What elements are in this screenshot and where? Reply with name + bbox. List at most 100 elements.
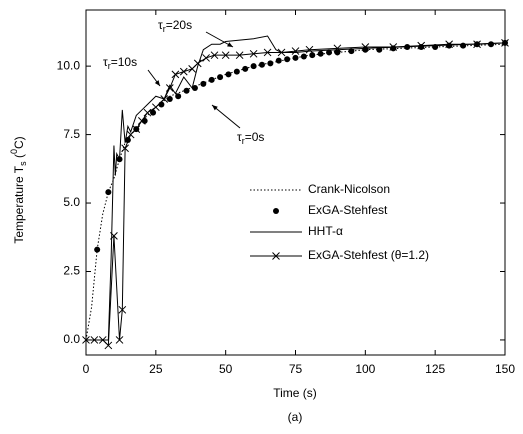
annotation-sub: r <box>108 61 111 71</box>
annotation-sub: r <box>163 24 166 34</box>
x-tick-label: 125 <box>425 362 445 376</box>
marker-dot <box>300 53 307 60</box>
marker-x <box>305 45 314 54</box>
marker-x <box>235 51 244 60</box>
marker-dot <box>175 93 182 100</box>
marker-dot <box>233 68 240 75</box>
marker-x <box>151 103 160 112</box>
x-tick-label: 0 <box>83 362 90 376</box>
annotation-text: =0s <box>245 130 265 144</box>
arrow-head <box>212 105 218 111</box>
legend-label: HHT-α <box>308 224 343 238</box>
marker-x <box>291 47 300 55</box>
legend-label: Crank-Nicolson <box>308 182 390 196</box>
marker-dot <box>284 56 291 63</box>
annotation: τr=0s <box>237 130 264 146</box>
marker-dot <box>94 246 101 253</box>
marker-x <box>202 54 210 62</box>
marker-x <box>171 70 180 79</box>
annotation-symbol: τ <box>103 55 108 69</box>
arrow-head <box>227 42 233 47</box>
x-tick-label: 50 <box>219 362 233 376</box>
marker-dot <box>183 87 190 94</box>
marker-dot <box>460 42 467 49</box>
marker-x <box>193 59 202 68</box>
marker-dot <box>217 74 224 81</box>
marker-x <box>115 336 124 344</box>
annotation: τr=20s <box>158 18 192 34</box>
marker-dot <box>208 76 215 83</box>
marker-x <box>361 43 370 51</box>
marker-x <box>501 39 509 47</box>
annotation-arrow <box>211 104 241 129</box>
annotation-sub: r <box>242 136 245 146</box>
marker-x <box>445 40 453 49</box>
marker-dot <box>258 61 265 68</box>
marker-dot <box>166 95 173 102</box>
marker-x <box>160 95 169 103</box>
y-tick-label: 10.0 <box>57 58 81 72</box>
x-axis-label: Time (s) <box>273 386 317 400</box>
y-label-sup: 0 <box>9 149 19 154</box>
marker-dot <box>150 109 157 116</box>
y-label-sub: s <box>18 161 28 166</box>
y-label-part: Temperature T <box>12 165 26 243</box>
marker-x <box>473 40 481 49</box>
x-tick-label: 150 <box>495 362 515 376</box>
marker-x <box>118 305 127 314</box>
marker-x <box>132 125 141 133</box>
marker-dot <box>309 52 316 59</box>
annotation-symbol: τ <box>158 18 163 32</box>
marker-x <box>277 48 286 57</box>
marker-x <box>165 84 174 92</box>
marker-x <box>82 336 90 344</box>
plot-frame <box>85 9 506 356</box>
marker-dot <box>390 45 397 52</box>
arrow-head <box>154 80 160 86</box>
legend-label: ExGA-Stehfest <box>308 203 388 217</box>
y-tick-label: 0.0 <box>63 332 80 346</box>
y-label-part: ( <box>12 154 26 161</box>
marker-dot <box>200 80 207 87</box>
marker-dot <box>275 57 282 64</box>
y-axis-label: Temperature Ts (0C) <box>9 136 28 243</box>
x-tick-label: 75 <box>289 362 303 376</box>
annotation: τr=10s <box>103 55 137 71</box>
legend-label: ExGA-Stehfest (θ=1.2) <box>308 248 429 262</box>
marker-dot <box>418 43 425 50</box>
marker-dot <box>267 60 274 67</box>
series-line <box>86 35 506 341</box>
x-tick-label: 100 <box>355 362 375 376</box>
marker-dot <box>105 189 112 196</box>
annotation-text: =10s <box>111 55 137 69</box>
marker-dot <box>334 49 341 56</box>
marker-x <box>221 51 230 60</box>
y-tick-label: 5.0 <box>63 195 80 209</box>
marker-x <box>210 51 219 60</box>
marker-x <box>121 144 129 153</box>
marker-x <box>90 336 99 344</box>
y-label-part: C) <box>12 136 26 149</box>
marker-x <box>249 49 258 58</box>
marker-x <box>104 341 113 350</box>
marker-dot <box>242 65 249 72</box>
marker-x <box>263 48 272 57</box>
marker-dot <box>191 85 198 92</box>
series-line <box>85 43 506 341</box>
marker-x <box>272 252 280 260</box>
marker-dot <box>273 208 279 214</box>
marker-x <box>389 43 398 51</box>
marker-dot <box>326 49 333 56</box>
marker-dot <box>225 71 232 78</box>
annotation-text: =20s <box>166 18 192 32</box>
marker-x <box>143 108 152 117</box>
marker-x <box>138 117 146 125</box>
marker-x <box>110 232 118 240</box>
marker-dot <box>292 54 299 61</box>
y-tick-label: 2.5 <box>63 264 80 278</box>
marker-x <box>179 67 188 76</box>
annotation-symbol: τ <box>237 130 242 144</box>
x-tick-label: 25 <box>149 362 163 376</box>
marker-dot <box>488 41 495 48</box>
